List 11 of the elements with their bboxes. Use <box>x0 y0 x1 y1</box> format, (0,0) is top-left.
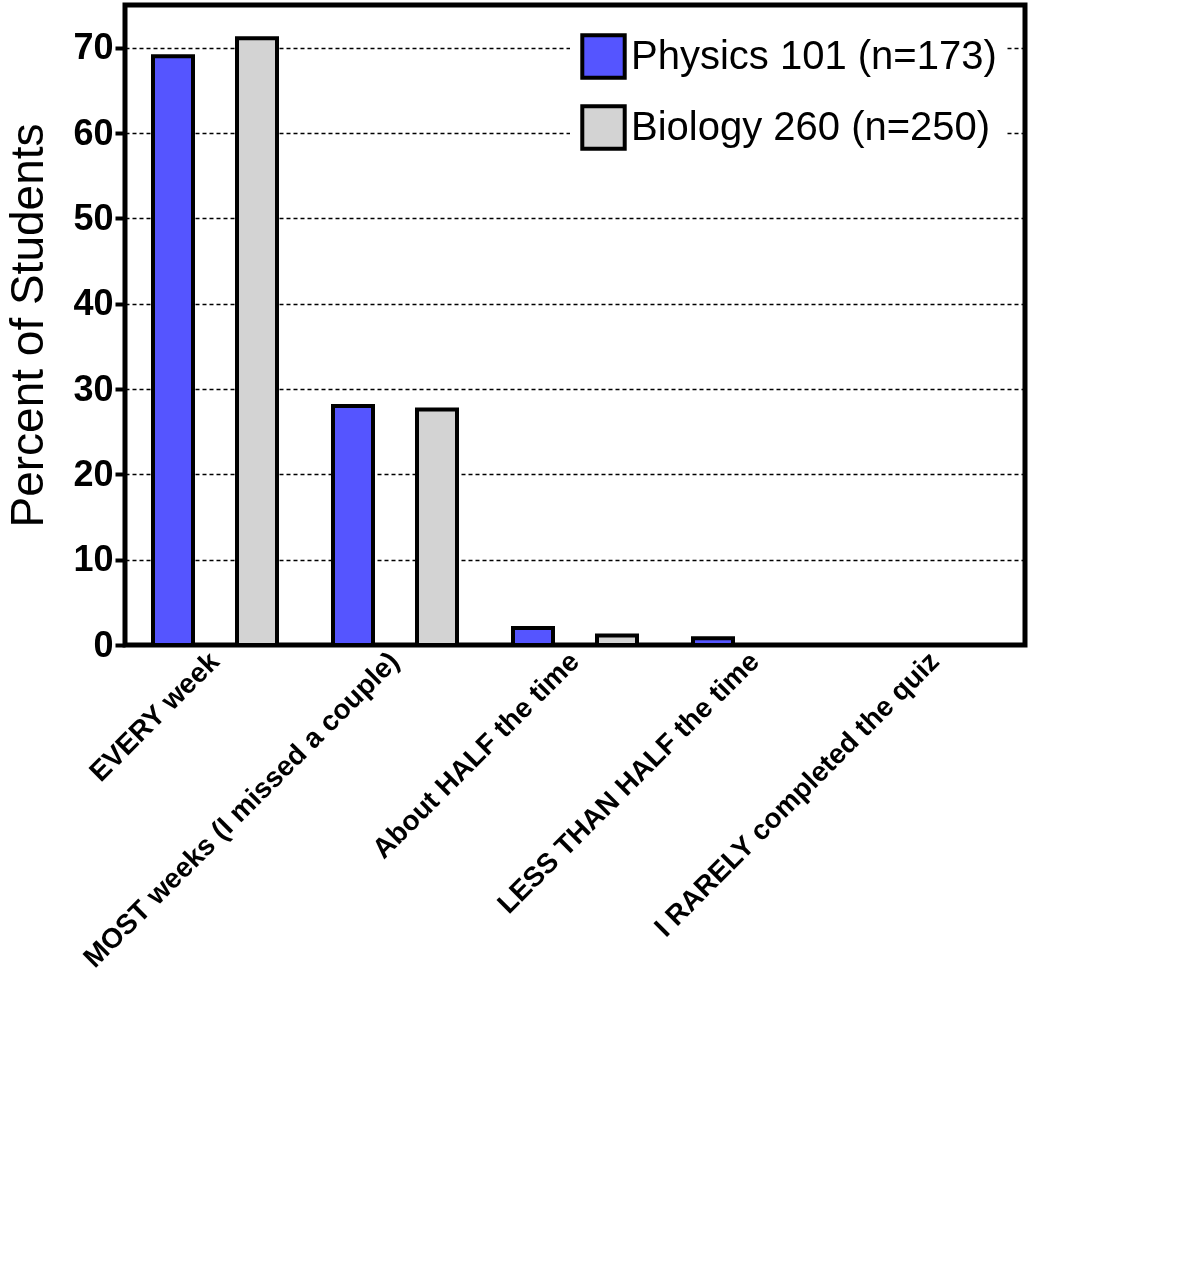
y-tick-label: 50 <box>73 196 114 238</box>
legend-label: Physics 101 (n=173) <box>631 32 997 77</box>
y-tick-label: 70 <box>73 26 114 68</box>
y-tick-label: 10 <box>73 538 114 580</box>
y-tick-label: 60 <box>73 111 114 153</box>
y-tick-label: 30 <box>73 367 114 409</box>
y-tick-label: 0 <box>93 623 114 665</box>
y-tick-label: 40 <box>73 282 114 324</box>
legend-label: Biology 260 (n=250) <box>631 103 991 148</box>
y-axis-title: Percent of Students <box>1 123 54 528</box>
y-tick-label: 20 <box>73 452 114 494</box>
